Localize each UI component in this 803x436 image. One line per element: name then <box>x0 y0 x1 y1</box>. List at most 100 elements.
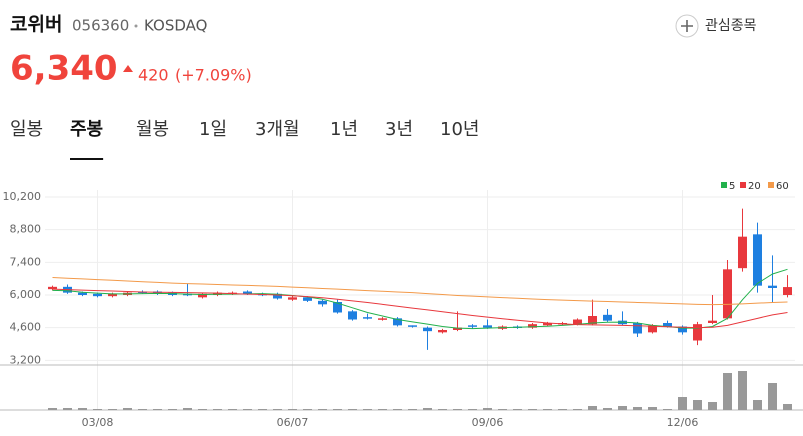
volume-bar <box>423 408 432 410</box>
volume-bar <box>648 407 657 410</box>
candle-body <box>393 318 402 326</box>
tab[interactable]: 10년 <box>440 119 479 140</box>
candle-body <box>483 325 492 328</box>
plus <box>681 20 693 32</box>
volume-bar <box>618 406 627 410</box>
candle-body <box>438 330 447 333</box>
x-tick-label: 06/07 <box>277 416 309 429</box>
volume-bar <box>678 397 687 410</box>
candle-body <box>453 327 462 330</box>
y-tick-label: 4,600 <box>10 321 42 334</box>
moving-average-line <box>52 288 788 329</box>
candle-body <box>768 285 777 288</box>
volume-bar <box>273 409 282 410</box>
volume-bar <box>513 409 522 410</box>
candle-body <box>303 297 312 301</box>
candle-body <box>663 323 672 327</box>
current-price: 6,340 <box>10 49 118 89</box>
candle-body <box>678 326 687 333</box>
volume-bar <box>318 409 327 410</box>
volume-bar <box>333 409 342 410</box>
volume-bar <box>498 409 507 410</box>
y-tick-label: 8,800 <box>10 223 42 236</box>
volume-bar <box>573 409 582 410</box>
volume-bar <box>738 371 747 410</box>
volume-bar <box>708 402 717 410</box>
candle-body <box>108 293 117 297</box>
volume-bar <box>303 409 312 410</box>
candle-body <box>648 325 657 333</box>
tabs: 일봉 주봉 월봉 1일 3개월 1년 3년 10년 <box>10 119 479 160</box>
moving-average-line <box>52 277 788 306</box>
legend-swatch <box>740 182 746 188</box>
volume-bar <box>348 409 357 410</box>
tab[interactable]: 3개월 <box>255 119 300 140</box>
candle-body <box>693 324 702 341</box>
volume-bar <box>783 404 792 410</box>
candle-body <box>198 293 207 298</box>
candle-body <box>243 291 252 294</box>
legend-swatch <box>721 182 727 188</box>
candle-body <box>183 293 192 296</box>
tab[interactable]: 주봉 <box>70 119 103 140</box>
volume-bar <box>408 409 417 410</box>
volume-bar <box>138 409 147 410</box>
tab[interactable]: 일봉 <box>10 119 43 140</box>
candle-body <box>423 327 432 332</box>
x-tick-label: 12/06 <box>667 416 699 429</box>
volume-bar <box>663 409 672 410</box>
market: KOSDAQ <box>144 17 207 35</box>
volume-bar <box>558 409 567 410</box>
volume-bar <box>363 409 372 410</box>
volume-bar <box>633 407 642 410</box>
watch-label[interactable]: 관심종목 <box>705 18 757 34</box>
volume-bar <box>168 409 177 410</box>
volume-bar <box>588 406 597 410</box>
volume-bar <box>288 409 297 410</box>
volume-bar <box>753 400 762 410</box>
volume-bar <box>483 408 492 410</box>
price-change-rate: (+7.09%) <box>175 66 252 85</box>
stock-name: 코위버 <box>10 14 62 36</box>
price-change: 420 <box>138 66 169 85</box>
volume-bar <box>108 409 117 410</box>
volume-bar <box>213 409 222 410</box>
volume-bar <box>693 400 702 410</box>
volume-bar <box>123 408 132 410</box>
candle-body <box>753 234 762 286</box>
candle-body <box>273 293 282 299</box>
candle-body <box>528 324 537 328</box>
watch-button[interactable]: 관심종목 <box>675 14 757 38</box>
tab-underline <box>70 158 104 160</box>
tab[interactable]: 월봉 <box>136 119 169 140</box>
candle-body <box>48 286 57 290</box>
candle-body <box>603 314 612 321</box>
volume-bar <box>528 409 537 410</box>
candle-body <box>723 269 732 319</box>
volume-bar <box>258 409 267 410</box>
candle-body <box>543 323 552 326</box>
candle-body <box>633 323 642 334</box>
volume-bar <box>183 408 192 410</box>
volume-bar <box>228 409 237 410</box>
dot <box>134 24 138 28</box>
tab[interactable]: 3년 <box>385 119 413 140</box>
legend-label: 60 <box>776 181 789 192</box>
tab[interactable]: 1년 <box>330 119 358 140</box>
volume-bar <box>378 409 387 410</box>
volume-bar <box>93 409 102 410</box>
up-arrow <box>123 65 133 72</box>
chart: 3,200 4,600 6,000 7,400 8,800 10,200 03/08 06/0… <box>0 181 803 429</box>
candle-body <box>78 292 87 295</box>
candle-body <box>468 325 477 327</box>
candle-body <box>408 325 417 327</box>
candle-body <box>738 236 747 269</box>
tab[interactable]: 1일 <box>199 119 227 140</box>
candle-body <box>573 319 582 325</box>
moving-average-line <box>52 268 788 330</box>
candle-body <box>348 311 357 320</box>
y-tick-label: 10,200 <box>3 190 42 203</box>
candle-body <box>363 317 372 319</box>
stock-code: 056360 <box>72 17 129 35</box>
